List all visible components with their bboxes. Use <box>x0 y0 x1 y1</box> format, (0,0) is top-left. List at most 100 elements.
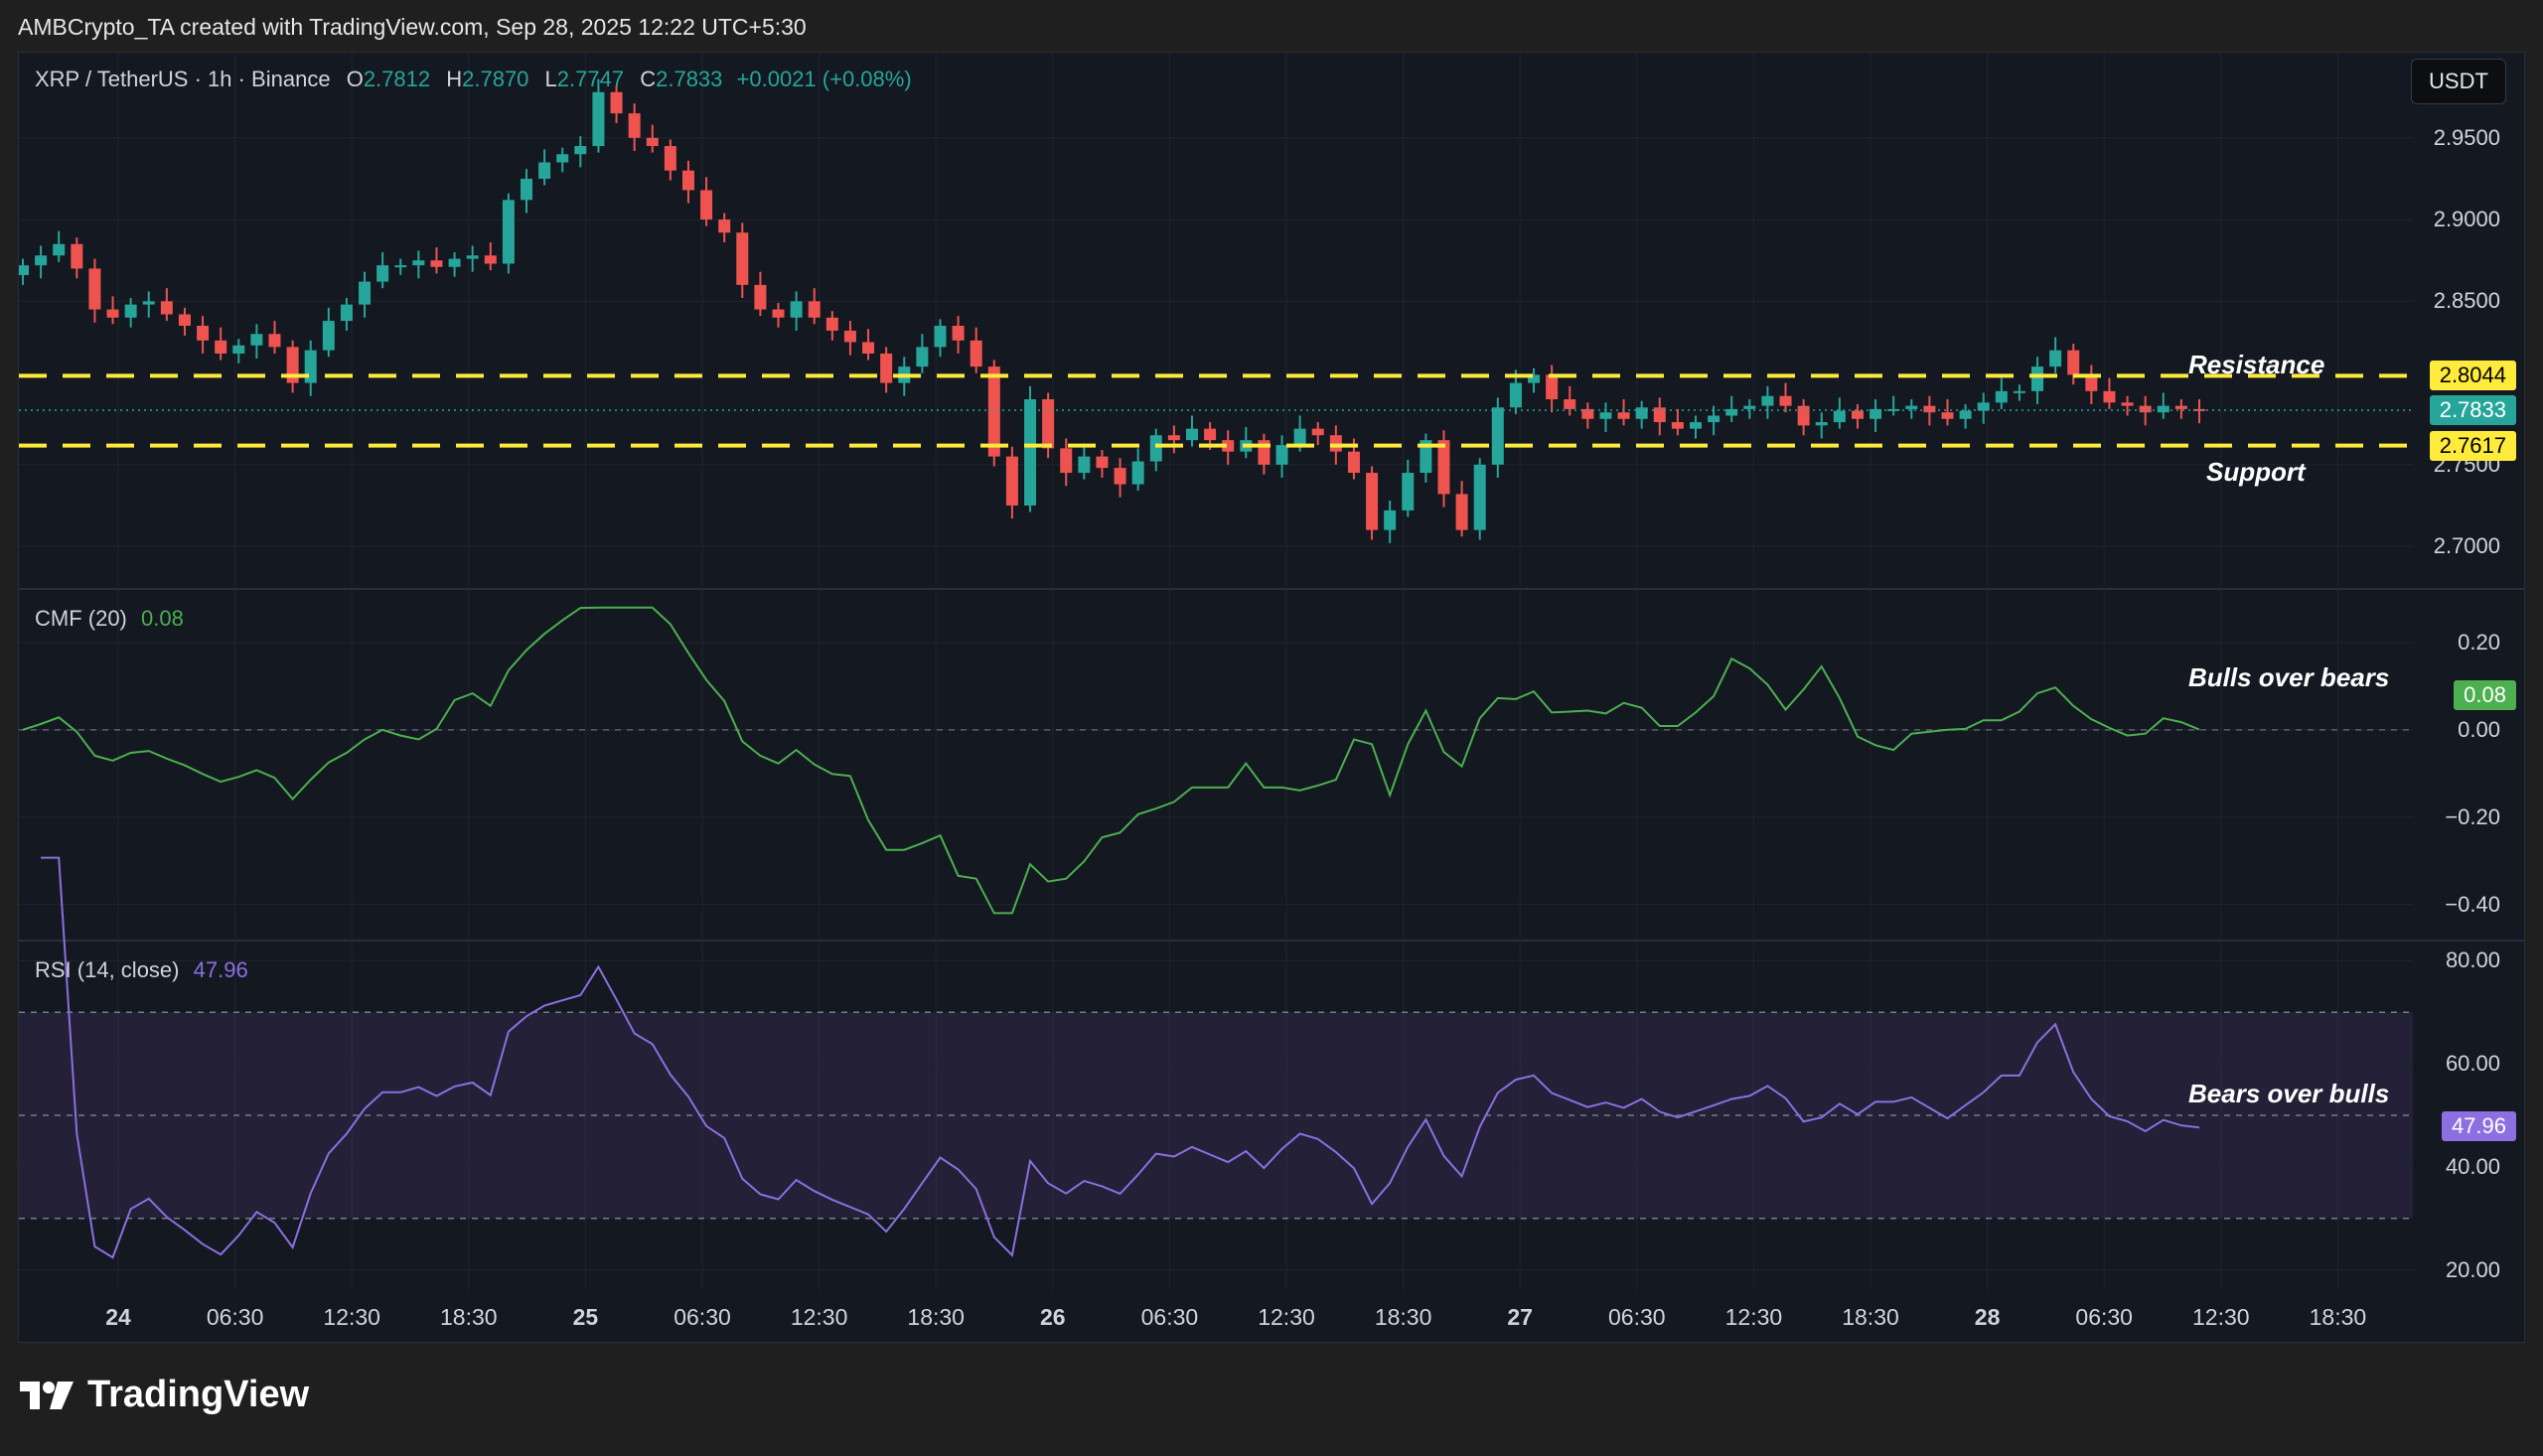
candle-body <box>1420 440 1432 474</box>
candle-body <box>825 317 838 331</box>
tradingview-logo-icon <box>20 1381 74 1409</box>
cmf-line <box>22 606 2200 915</box>
candle-body <box>1005 456 1018 506</box>
candle-body <box>304 350 317 383</box>
rsi-axis-tick: 80.00 <box>2445 947 2500 973</box>
cmf-axis-tick: −0.20 <box>2445 803 2500 829</box>
top-caption: AMBCrypto_TA created with TradingView.co… <box>18 14 807 40</box>
candle-body <box>1941 412 1954 419</box>
candle-body <box>1581 408 1594 419</box>
x-axis-tick: 27 <box>1507 1304 1533 1330</box>
high-label: H <box>446 67 463 91</box>
symbol-label[interactable]: XRP / TetherUS · 1h · Binance <box>35 67 331 91</box>
candle-body <box>466 255 479 259</box>
candle-body <box>843 330 856 343</box>
cmf-legend[interactable]: CMF (20) 0.08 <box>35 606 184 632</box>
change-value: +0.0021 (+0.08%) <box>736 67 912 91</box>
candle-body <box>2085 374 2098 391</box>
tradingview-wordmark: TradingView <box>87 1374 310 1415</box>
candle-body <box>1167 435 1180 441</box>
candle-body <box>1222 440 1235 452</box>
cmf-axis-tick: 0.20 <box>2458 629 2500 655</box>
cmf-label: CMF (20) <box>35 606 127 631</box>
candle-body <box>592 91 605 147</box>
rsi-axis-tick: 60.00 <box>2445 1051 2500 1077</box>
candle-body <box>1725 408 1738 416</box>
candle-body <box>250 334 263 346</box>
candle-body <box>1204 428 1217 441</box>
candle-body <box>628 113 641 138</box>
candle-body <box>862 342 875 354</box>
candle-body <box>1509 382 1522 408</box>
candle-body <box>521 178 533 201</box>
usdt-button[interactable]: USDT <box>2411 59 2506 104</box>
candle-body <box>1797 405 1810 426</box>
rsi-legend[interactable]: RSI (14, close) 47.96 <box>35 957 248 983</box>
candle-body <box>1329 435 1342 452</box>
price-axis-tick: 2.9500 <box>2433 124 2500 150</box>
x-axis-tick: 12:30 <box>1258 1304 1315 1330</box>
candle-body <box>1114 468 1126 485</box>
candle-body <box>934 326 947 348</box>
candle-body <box>2121 402 2134 406</box>
candle-body <box>1708 415 1720 423</box>
candle-body <box>808 301 821 318</box>
cmf-value-badge: 0.08 <box>2454 679 2516 710</box>
candle-body <box>574 146 587 155</box>
candle-body <box>71 243 83 269</box>
candle-body <box>736 232 749 285</box>
x-axis-tick: 18:30 <box>1374 1304 1432 1330</box>
candle-body <box>232 345 245 354</box>
candle-body <box>2103 390 2116 403</box>
candle-body <box>718 219 731 233</box>
candle-body <box>160 301 173 315</box>
candle-body <box>1437 440 1450 495</box>
candle-body <box>1042 399 1055 449</box>
candle-body <box>1833 410 1846 423</box>
open-value: 2.7812 <box>363 67 431 91</box>
candle-body <box>790 301 803 318</box>
price-legend: XRP / TetherUS · 1h · Binance O2.7812 H2… <box>35 67 912 92</box>
rsi-annotation: Bears over bulls <box>2188 1079 2390 1108</box>
candle-body <box>1905 405 1918 409</box>
candle-body <box>2139 405 2152 413</box>
chart-canvas[interactable] <box>19 53 2524 1342</box>
x-axis-tick: 18:30 <box>2309 1304 2367 1330</box>
candle-body <box>1761 395 1774 406</box>
cmf-annotation: Bulls over bears <box>2188 662 2390 692</box>
candle-body <box>1959 410 1972 419</box>
candle-body <box>1923 405 1936 413</box>
price-axis-tick: 2.8500 <box>2433 288 2500 314</box>
last-price-badge: 2.7833 <box>2429 395 2516 426</box>
candle-body <box>35 255 48 266</box>
candle-body <box>1851 410 1864 419</box>
candle-body <box>970 340 982 367</box>
candle-body <box>2013 390 2025 393</box>
candle-body <box>1689 422 1702 429</box>
candle-body <box>664 146 676 171</box>
rsi-axis-tick: 40.00 <box>2445 1153 2500 1179</box>
x-axis-tick: 24 <box>105 1304 131 1330</box>
candle-body <box>502 200 515 264</box>
x-axis-tick: 06:30 <box>1608 1304 1666 1330</box>
x-axis-tick: 25 <box>572 1304 599 1330</box>
rsi-axis-tick: 20.00 <box>2445 1256 2500 1282</box>
low-label: L <box>544 67 557 91</box>
candle-body <box>1149 435 1162 462</box>
candle-body <box>610 91 623 114</box>
candle-body <box>53 243 66 256</box>
price-axis-tick: 2.9000 <box>2433 207 2500 232</box>
candle-body <box>1779 395 1792 406</box>
candle-body <box>1977 402 1990 411</box>
candle-body <box>430 260 443 267</box>
cmf-axis-tick: −0.40 <box>2445 891 2500 917</box>
price-axis-tick: 2.7000 <box>2433 533 2500 559</box>
candle-body <box>987 366 1000 457</box>
candle-body <box>1347 451 1360 474</box>
resistance-price-badge: 2.8044 <box>2429 361 2516 391</box>
candle-body <box>178 314 191 326</box>
candle-body <box>412 260 425 266</box>
cmf-value: 0.08 <box>141 606 184 631</box>
tradingview-logo[interactable]: TradingView <box>20 1374 309 1416</box>
chart-frame[interactable]: XRP / TetherUS · 1h · Binance O2.7812 H2… <box>18 52 2525 1343</box>
